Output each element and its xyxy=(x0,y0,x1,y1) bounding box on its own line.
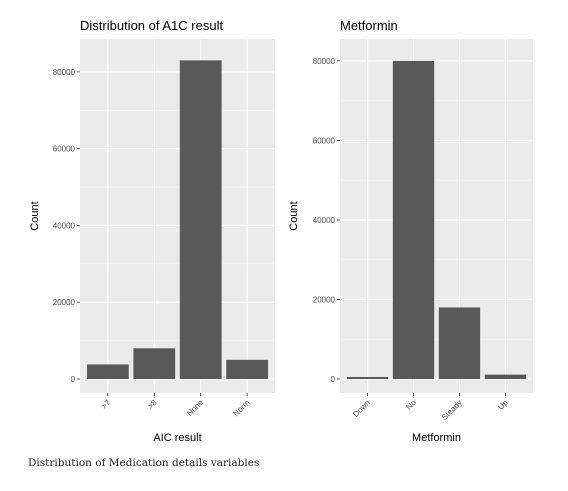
y-axis-label: Count xyxy=(288,201,300,230)
y-tick-label: 80000 xyxy=(53,68,76,77)
bar-norm xyxy=(226,359,269,379)
figure-caption: Distribution of Medication details varia… xyxy=(28,457,260,469)
x-tick-label: Norm xyxy=(231,398,251,418)
x-tick-label: None xyxy=(185,398,205,418)
bar-down xyxy=(346,377,389,379)
y-tick-label: 40000 xyxy=(53,221,76,230)
x-axis-label: Metformin xyxy=(412,432,461,444)
chart-title: Metformin xyxy=(340,18,398,33)
bar-up xyxy=(484,374,527,379)
y-tick-label: 0 xyxy=(331,375,336,384)
x-tick-label: >8 xyxy=(146,398,159,411)
bar-no xyxy=(392,60,435,380)
y-axis-label: Count xyxy=(29,201,41,230)
x-tick-label: Down xyxy=(351,398,372,419)
bar-steady xyxy=(438,307,481,379)
x-tick-label: Up xyxy=(496,398,510,412)
y-tick-label: 40000 xyxy=(313,216,336,225)
x-axis-label: AIC result xyxy=(153,432,201,444)
y-tick-label: 20000 xyxy=(313,295,336,304)
x-tick-label: No xyxy=(404,398,418,412)
bar-7 xyxy=(86,364,129,379)
x-tick-label: >7 xyxy=(99,398,112,411)
y-tick-label: 60000 xyxy=(53,145,76,154)
y-tick-label: 80000 xyxy=(313,57,336,66)
a1c-chart: 0 20000 40000 60000 80000 >7 >8 None Norm Distrib… xyxy=(29,18,275,444)
metformin-chart: 0 20000 40000 60000 80000 Down No Steady Up Metfo… xyxy=(288,18,533,444)
bar-8 xyxy=(133,348,176,379)
y-tick-label: 60000 xyxy=(313,136,336,145)
y-tick-label: 20000 xyxy=(53,298,76,307)
plot-panel xyxy=(80,39,275,393)
bar-none xyxy=(179,60,222,379)
chart-title: Distribution of A1C result xyxy=(80,18,223,33)
x-tick-label: Steady xyxy=(440,398,464,422)
y-tick-label: 0 xyxy=(71,375,76,384)
plot-panel xyxy=(340,39,533,393)
